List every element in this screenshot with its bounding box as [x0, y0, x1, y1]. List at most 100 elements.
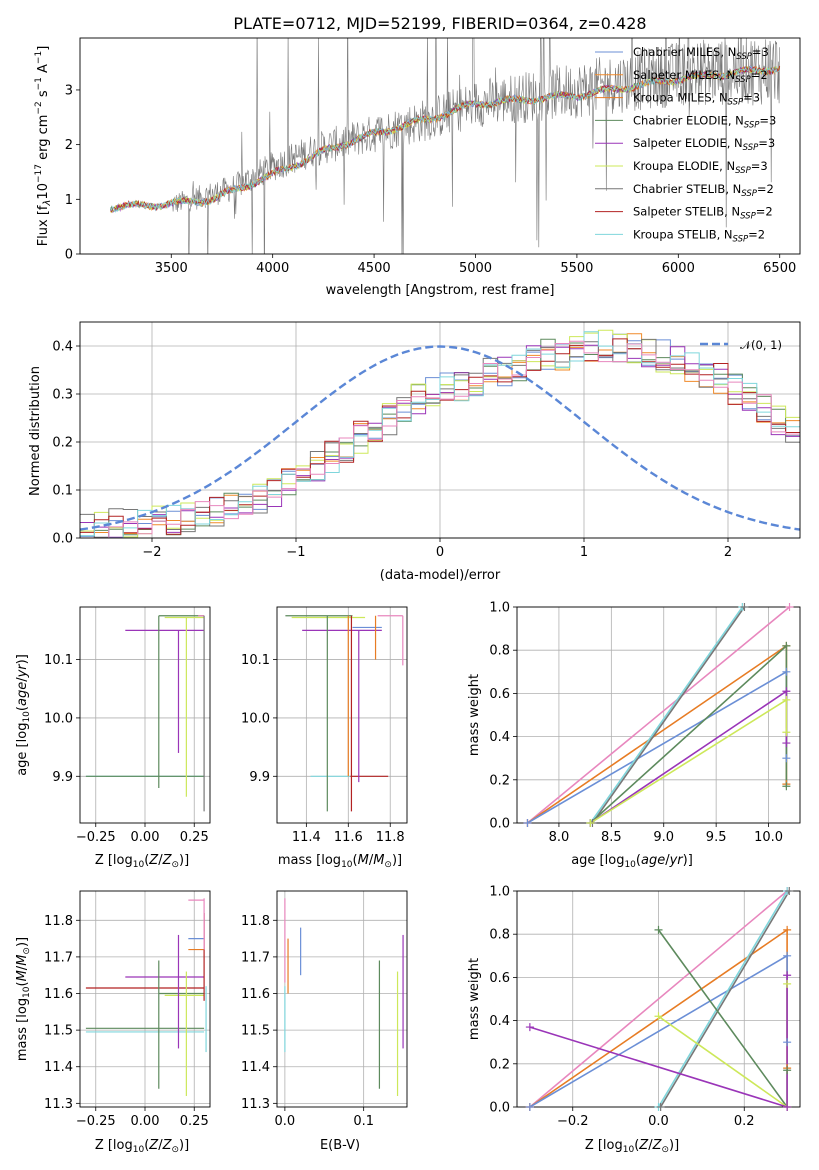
x-tick-label: 3500 — [155, 261, 188, 276]
ageM-xlabel: mass [log10(M/M⊙)] — [278, 853, 402, 870]
legend-entry: Chabrier STELIB, NSSP=2 — [633, 182, 774, 199]
spectrum-ylabel: Flux [fλ10−17 erg cm−2 s−1 A−1] — [34, 46, 53, 247]
x-tick-label: 8.5 — [601, 830, 622, 845]
y-tick-label: 10.0 — [241, 711, 270, 726]
spectrum-data-line — [171, 38, 780, 254]
axes-frame — [79, 890, 211, 1108]
residuals-panel: −2 −1 0 1 2 0.0 0.1 0.2 0.3 0.4 𝒩(0, 1) — [52, 321, 801, 560]
y-tick-label: 11.7 — [241, 950, 270, 965]
weight-marker — [783, 1066, 792, 1075]
figure-title: PLATE=0712, MJD=52199, FIBERID=0364, z=0… — [233, 14, 646, 33]
weight-marker — [782, 754, 791, 763]
weight-marker — [782, 687, 791, 696]
x-tick-label: −0.2 — [557, 1114, 589, 1129]
weight-marker — [782, 739, 791, 748]
x-tick-label: 1 — [580, 545, 588, 560]
wAge-xlabel: age [log10(age/yr)] — [571, 853, 693, 870]
weight-marker — [782, 641, 791, 650]
axes-frame — [79, 37, 801, 255]
legend-entry: Chabrier ELODIE, NSSP=3 — [633, 113, 776, 130]
y-tick-label: 1.0 — [489, 885, 510, 900]
legend-entry: 𝒩(0, 1) — [740, 338, 782, 352]
x-tick-label: 5500 — [560, 261, 593, 276]
y-tick-label: 0 — [65, 248, 73, 263]
y-tick-label: 0.1 — [52, 484, 73, 499]
wZ-xlabel: Z [log10(Z/Z⊙)] — [585, 1138, 679, 1155]
plot-content — [80, 329, 800, 538]
y-tick-label: 0.8 — [489, 644, 510, 659]
weight-marker — [783, 925, 792, 934]
weight-marker — [783, 971, 792, 980]
weight-line — [589, 607, 744, 823]
y-tick-label: 0.2 — [489, 773, 510, 788]
weight-line — [659, 891, 790, 1107]
x-tick-label: 5000 — [459, 261, 492, 276]
weight-marker — [525, 1103, 534, 1111]
y-tick-label: 11.8 — [44, 914, 73, 929]
y-tick-label: 11.6 — [44, 987, 73, 1002]
gaussian-curve — [80, 345, 800, 531]
y-tick-label: 0.4 — [52, 340, 73, 355]
residual-histogram — [80, 331, 800, 538]
x-tick-label: 4500 — [358, 261, 391, 276]
y-tick-label: 11.4 — [44, 1060, 73, 1075]
spectrum-model-line — [110, 65, 781, 213]
weight-marker — [654, 1012, 663, 1021]
massE-xlabel: E(B-V) — [320, 1138, 360, 1153]
y-tick-label: 11.6 — [241, 987, 270, 1002]
x-tick-label: 0.25 — [180, 1114, 209, 1129]
y-tick-label: 10.0 — [44, 711, 73, 726]
x-tick-label: 11.8 — [376, 830, 405, 845]
x-tick-label: 4000 — [256, 261, 289, 276]
weight-marker — [523, 819, 532, 827]
legend-entry: Salpeter STELIB, NSSP=2 — [633, 205, 773, 222]
spectrum-xlabel: wavelength [Angstrom, rest frame] — [326, 283, 555, 298]
y-tick-label: 11.7 — [44, 950, 73, 965]
weight-vs-z-panel: −0.2 0.0 0.2 0.0 0.2 0.4 0.6 0.8 1.0 — [489, 885, 801, 1129]
weight-marker — [525, 1023, 534, 1032]
y-tick-label: 11.3 — [44, 1097, 73, 1112]
age-vs-z-panel: −0.25 0.00 0.25 9.9 10.0 10.1 — [44, 606, 211, 845]
y-tick-label: 11.4 — [241, 1060, 270, 1075]
weight-marker — [740, 603, 749, 611]
y-tick-label: 0.6 — [489, 687, 510, 702]
y-tick-label: 0.4 — [489, 1014, 510, 1029]
axes-frame — [276, 890, 408, 1108]
weight-line — [591, 607, 746, 823]
weight-marker — [782, 728, 791, 737]
x-tick-label: −0.25 — [76, 830, 116, 845]
weight-marker — [782, 695, 791, 704]
plot-content — [110, 38, 781, 254]
y-tick-label: 1.0 — [489, 601, 510, 616]
x-tick-label: 0.0 — [275, 1114, 296, 1129]
y-tick-label: 0.4 — [489, 730, 510, 745]
x-tick-label: 8.0 — [549, 830, 570, 845]
axes-frame — [276, 606, 408, 824]
y-tick-label: 11.8 — [241, 914, 270, 929]
x-tick-label: 0 — [436, 545, 444, 560]
y-tick-label: 3 — [65, 83, 73, 98]
legend-entry: Salpeter MILES, NSSP=2 — [633, 68, 768, 85]
plot-content — [529, 891, 790, 1107]
spectrum-panel: 3500 4000 4500 5000 5500 6000 6500 0 1 2 3 Chabrier… — [65, 37, 801, 276]
weight-marker — [782, 667, 791, 676]
residual-histogram — [80, 333, 800, 538]
y-tick-label: 0.2 — [489, 1057, 510, 1072]
wAge-ylabel: mass weight — [467, 674, 482, 756]
y-tick-label: 0.0 — [52, 532, 73, 547]
weight-vs-age-panel: 8.0 8.5 9.0 9.5 10.0 0.0 0.2 0.4 0.6 0.8 1.0 — [489, 601, 801, 845]
legend-entry: Kroupa STELIB, NSSP=2 — [633, 227, 765, 244]
y-tick-label: 0.3 — [52, 388, 73, 403]
plot-content — [85, 615, 205, 812]
weight-line — [526, 607, 791, 823]
y-tick-label: 0.6 — [489, 971, 510, 986]
weight-line — [657, 891, 788, 1107]
axes-frame — [79, 606, 211, 824]
legend-entry: Kroupa ELODIE, NSSP=3 — [633, 159, 768, 176]
x-tick-label: 0.25 — [180, 830, 209, 845]
x-tick-label: 2 — [724, 545, 732, 560]
x-tick-label: 10.0 — [754, 830, 783, 845]
weight-line — [529, 975, 788, 1107]
legend-entry: Chabrier MILES, NSSP=3 — [633, 45, 769, 62]
x-tick-label: 0.2 — [734, 1114, 755, 1129]
